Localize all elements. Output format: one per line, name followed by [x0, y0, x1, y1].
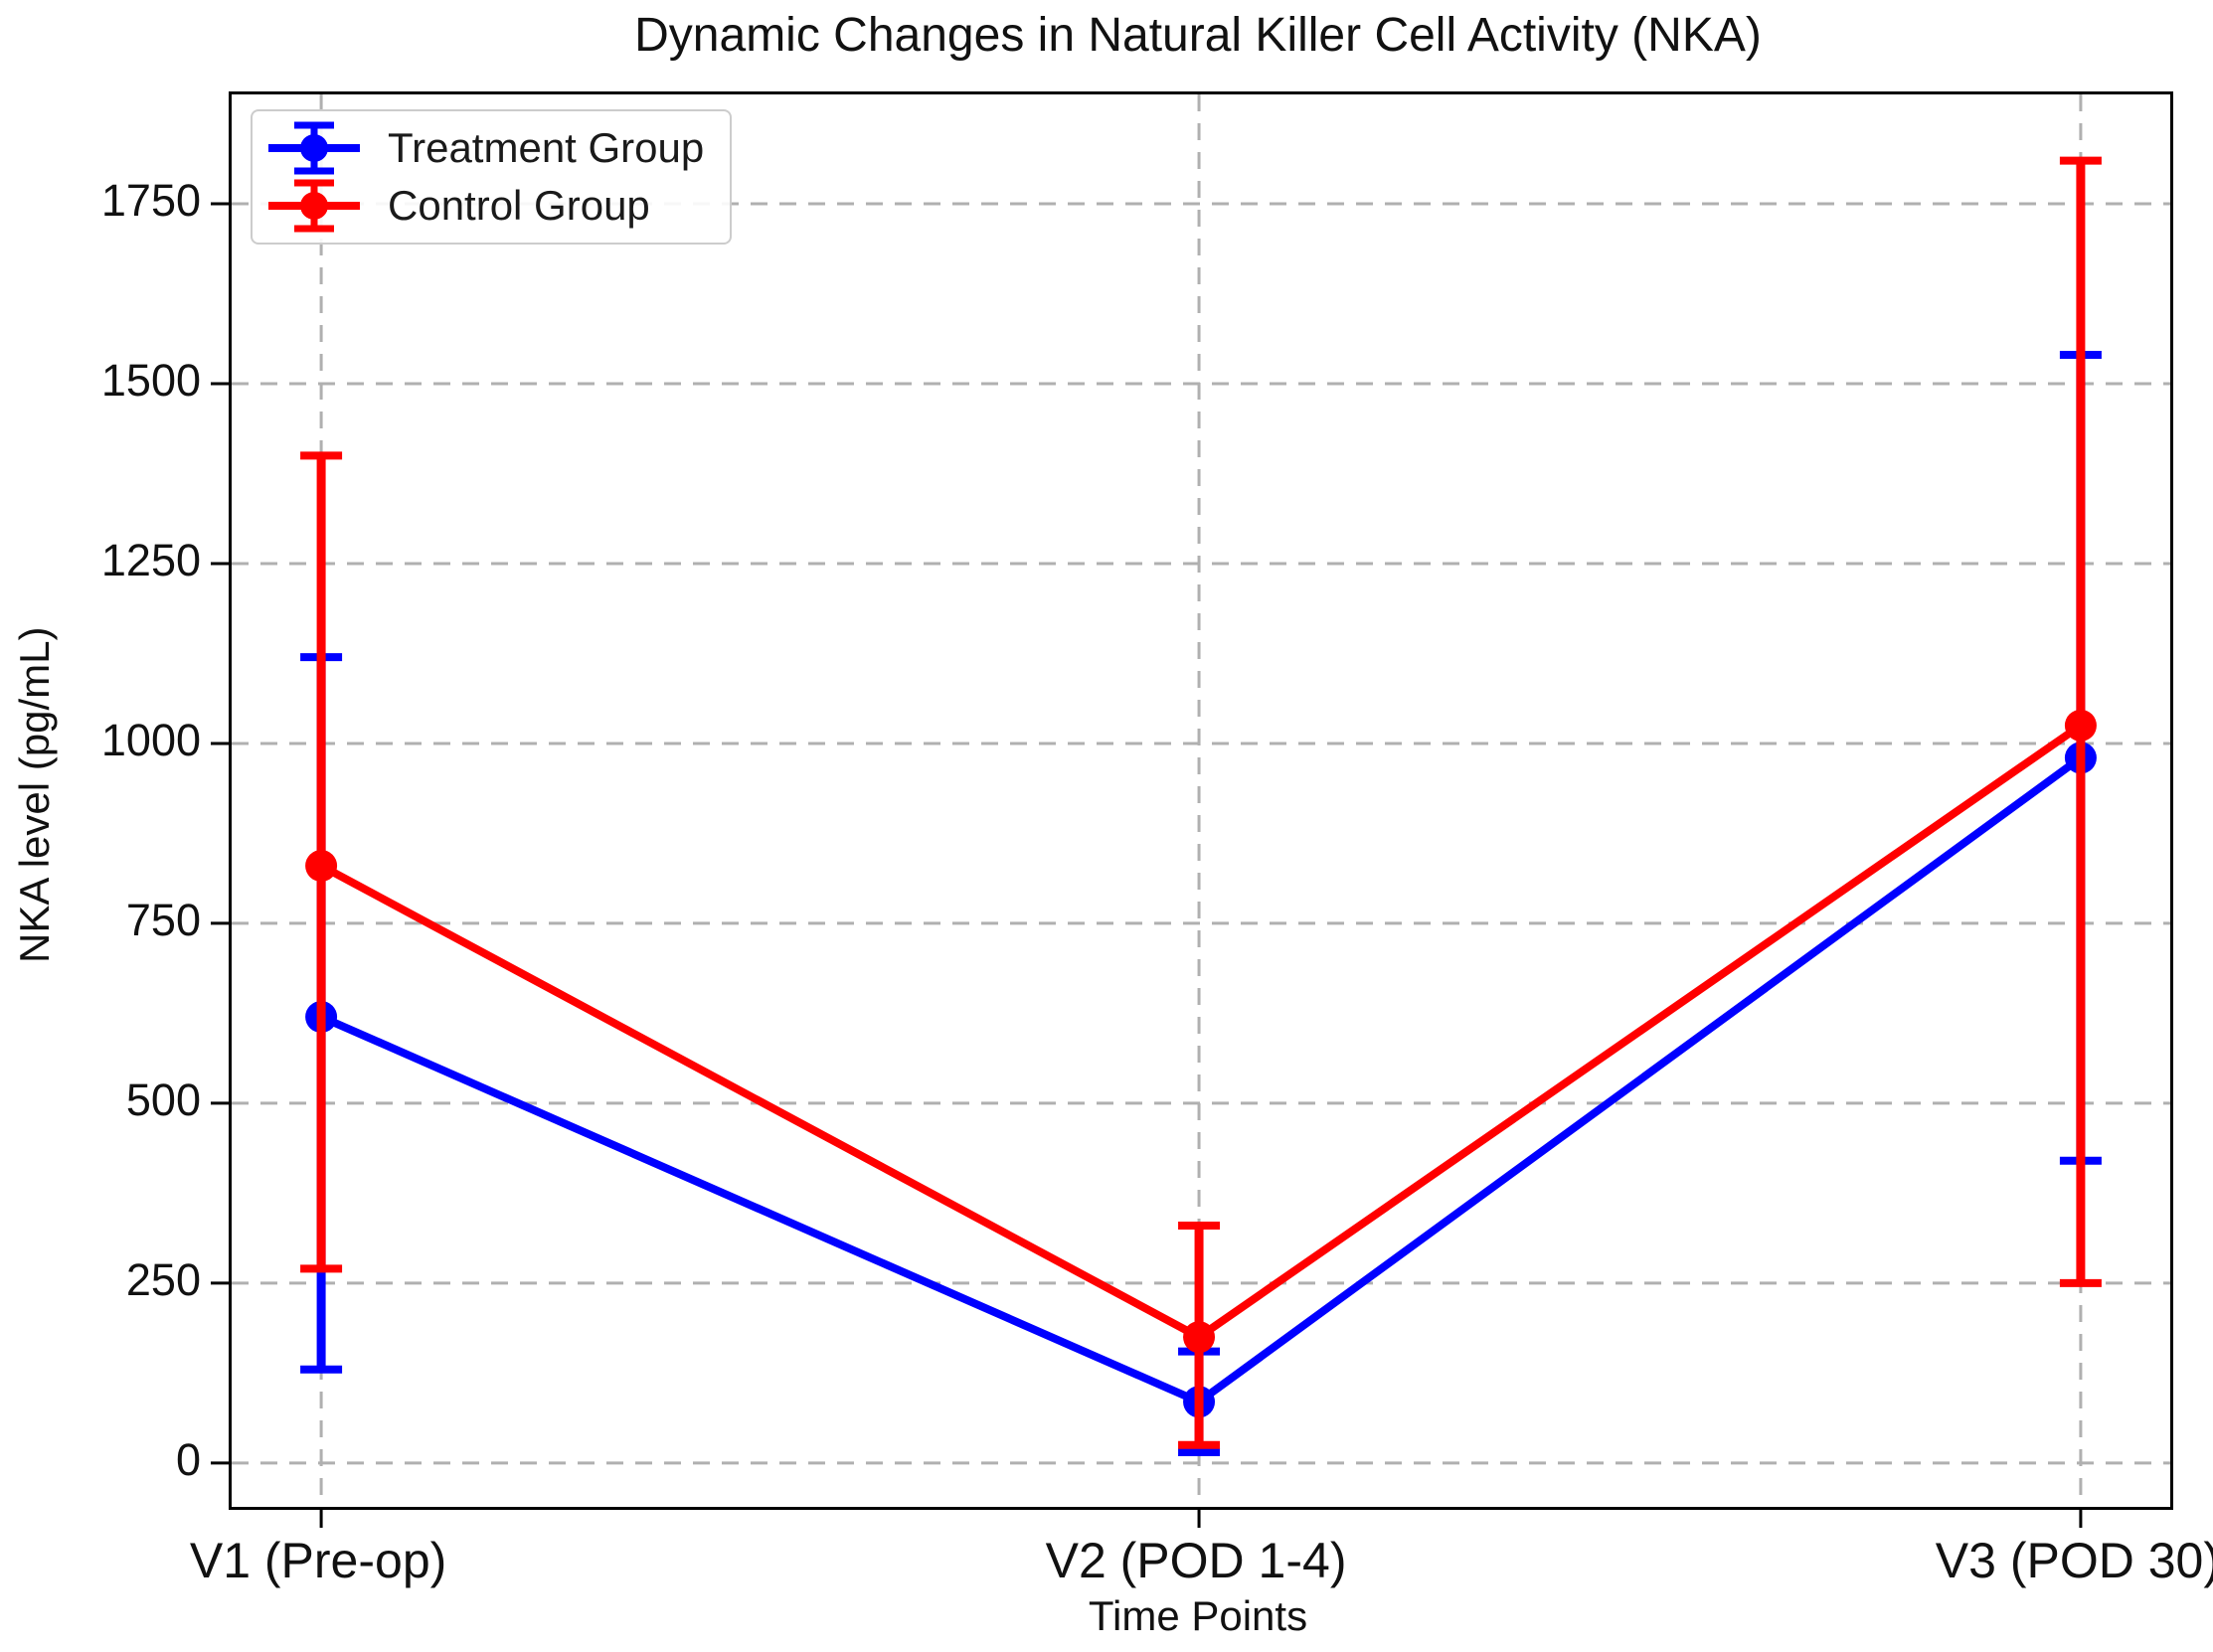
y-tick-label: 500: [125, 1074, 201, 1125]
y-axis-label: NKA level (pg/mL): [11, 626, 58, 963]
data-point: [1183, 1321, 1216, 1354]
legend: Treatment Group Control Group: [251, 109, 733, 245]
data-point: [2064, 709, 2097, 742]
x-tick-label: V3 (POD 30): [1935, 1533, 2213, 1588]
y-tick-label: 1750: [100, 175, 201, 227]
series-control-group: [300, 156, 2102, 1449]
x-tick-label: V2 (POD 1-4): [1045, 1533, 1347, 1588]
data-point: [305, 850, 338, 883]
y-tick-label: 1000: [100, 714, 201, 765]
y-tick-label: 1250: [100, 534, 201, 585]
x-tick-label: V1 (Pre-op): [189, 1533, 447, 1588]
errorbar-marker-icon: [268, 179, 360, 233]
plot-area: [211, 91, 2173, 1528]
y-tick-label: 750: [125, 894, 201, 945]
legend-label: Control Group: [388, 182, 650, 229]
chart-title: Dynamic Changes in Natural Killer Cell A…: [634, 9, 1762, 62]
y-tick-label: 1500: [100, 355, 201, 406]
legend-label: Treatment Group: [388, 124, 705, 171]
legend-item-treatment: Treatment Group: [266, 119, 704, 177]
y-tick-label: 250: [125, 1253, 201, 1305]
y-tick-label: 0: [175, 1433, 201, 1485]
errorbar-marker-icon: [268, 121, 360, 175]
plot-canvas: [211, 94, 2170, 1528]
x-axis-label: Time Points: [1088, 1592, 1308, 1639]
legend-item-control: Control Group: [266, 177, 704, 235]
